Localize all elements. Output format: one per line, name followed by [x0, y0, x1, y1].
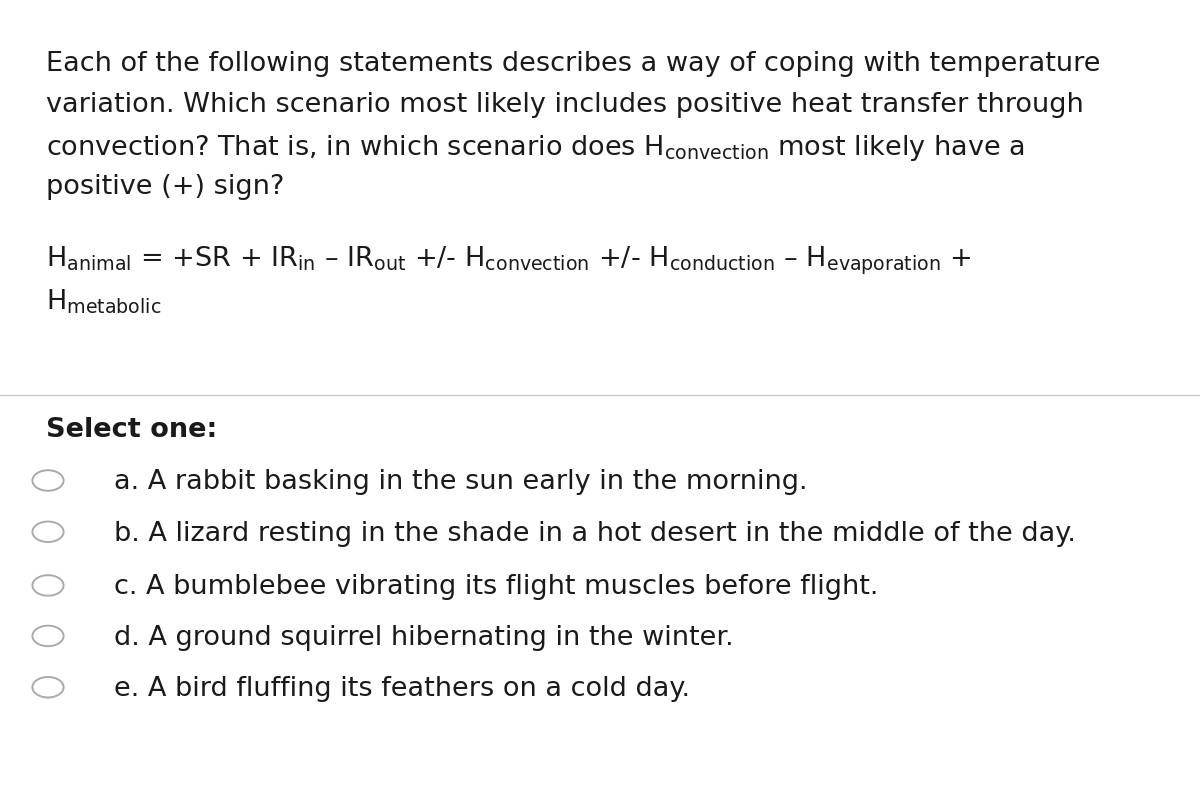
Text: Each of the following statements describes a way of coping with temperature: Each of the following statements describ… [46, 51, 1100, 77]
Text: b. A lizard resting in the shade in a hot desert in the middle of the day.: b. A lizard resting in the shade in a ho… [114, 521, 1076, 547]
Text: H$_{\mathrm{metabolic}}$: H$_{\mathrm{metabolic}}$ [46, 288, 161, 316]
Text: e. A bird fluffing its feathers on a cold day.: e. A bird fluffing its feathers on a col… [114, 676, 690, 702]
Text: variation. Which scenario most likely includes positive heat transfer through: variation. Which scenario most likely in… [46, 92, 1084, 118]
Text: d. A ground squirrel hibernating in the winter.: d. A ground squirrel hibernating in the … [114, 625, 733, 651]
Text: H$_{\mathrm{animal}}$ = +SR + IR$_{\mathrm{in}}$ – IR$_{\mathrm{out}}$ +/- H$_{\: H$_{\mathrm{animal}}$ = +SR + IR$_{\math… [46, 245, 971, 277]
Text: a. A rabbit basking in the sun early in the morning.: a. A rabbit basking in the sun early in … [114, 469, 808, 495]
Text: positive (+) sign?: positive (+) sign? [46, 174, 284, 200]
Text: c. A bumblebee vibrating its flight muscles before flight.: c. A bumblebee vibrating its flight musc… [114, 574, 878, 600]
Text: Select one:: Select one: [46, 417, 217, 443]
Text: convection? That is, in which scenario does H$_{\mathrm{convection}}$ most likel: convection? That is, in which scenario d… [46, 133, 1025, 163]
